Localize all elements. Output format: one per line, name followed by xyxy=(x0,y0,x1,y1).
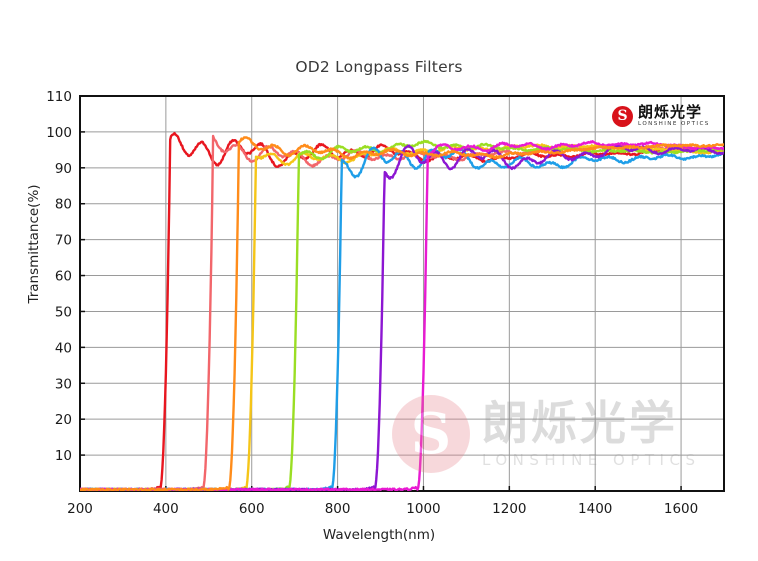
svg-text:1600: 1600 xyxy=(664,501,698,517)
svg-text:60: 60 xyxy=(55,269,72,285)
svg-text:200: 200 xyxy=(67,501,93,517)
svg-text:800: 800 xyxy=(325,501,351,517)
svg-text:600: 600 xyxy=(239,501,265,517)
corner-logo-cn: 朗烁光学 xyxy=(638,102,703,121)
svg-text:30: 30 xyxy=(55,376,72,392)
svg-text:400: 400 xyxy=(153,501,179,517)
corner-logo: S 朗烁光学 LONSHINE OPTICS xyxy=(612,99,732,133)
svg-text:100: 100 xyxy=(46,125,72,141)
svg-text:110: 110 xyxy=(46,89,72,105)
svg-text:90: 90 xyxy=(55,161,72,177)
svg-text:1000: 1000 xyxy=(406,501,440,517)
x-axis-label: Wavelength(nm) xyxy=(322,527,436,543)
svg-text:40: 40 xyxy=(55,340,72,356)
svg-text:70: 70 xyxy=(55,233,72,249)
svg-text:1400: 1400 xyxy=(578,501,612,517)
svg-text:50: 50 xyxy=(55,304,72,320)
svg-text:1200: 1200 xyxy=(492,501,526,517)
svg-text:20: 20 xyxy=(55,412,72,428)
corner-logo-en: LONSHINE OPTICS xyxy=(638,120,710,127)
svg-text:10: 10 xyxy=(55,448,72,464)
svg-text:80: 80 xyxy=(55,197,72,213)
chart-title: OD2 Longpass Filters xyxy=(295,58,463,76)
lonshine-s-mark-icon: S xyxy=(612,105,633,127)
